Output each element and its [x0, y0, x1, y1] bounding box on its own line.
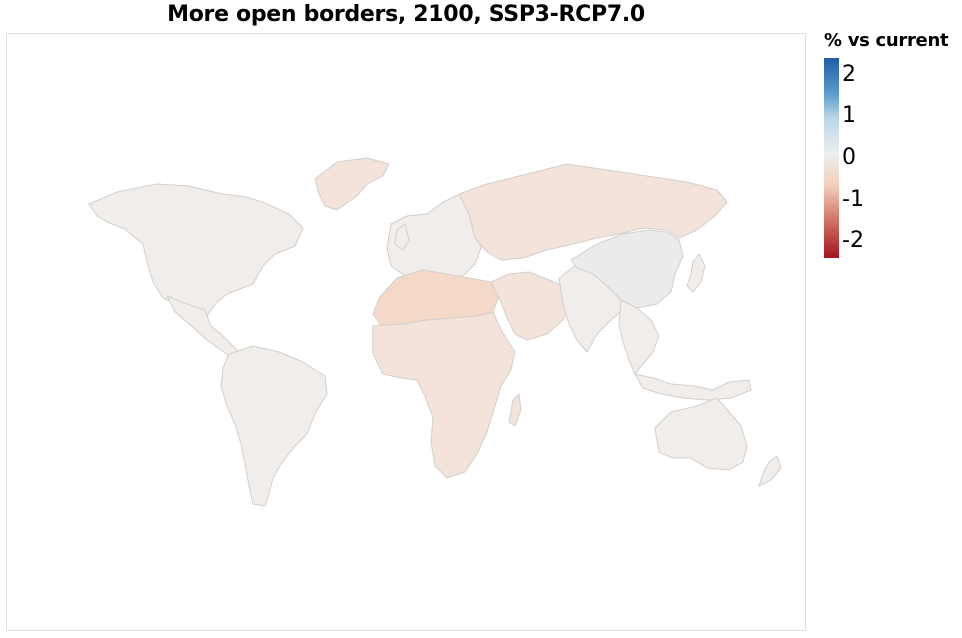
legend-color-bar	[824, 58, 839, 258]
legend-title: % vs current	[824, 30, 949, 51]
region-china[interactable]	[570, 229, 684, 309]
region-europe[interactable]	[386, 193, 482, 289]
region-north-america[interactable]	[88, 183, 304, 317]
region-australia[interactable]	[654, 397, 748, 471]
region-russia[interactable]	[458, 163, 728, 261]
legend-tick-4: -2	[842, 228, 864, 254]
legend-tick-1: 1	[842, 103, 856, 129]
region-greenland[interactable]	[314, 157, 390, 211]
region-southeast-asia[interactable]	[618, 299, 660, 375]
color-legend: % vs current 2 1 0 -1 -2	[824, 30, 962, 270]
region-indonesia[interactable]	[634, 373, 752, 401]
world-map-svg	[88, 157, 782, 507]
region-middle-east[interactable]	[490, 271, 572, 341]
region-madagascar[interactable]	[508, 393, 522, 427]
world-map[interactable]	[6, 33, 806, 631]
region-new-zealand[interactable]	[758, 455, 782, 487]
region-japan[interactable]	[686, 253, 706, 293]
legend-tick-0: 2	[842, 61, 856, 87]
region-south-america[interactable]	[220, 345, 328, 507]
legend-tick-3: -1	[842, 186, 864, 212]
region-sub-saharan-africa[interactable]	[372, 311, 516, 479]
legend-tick-2: 0	[842, 145, 856, 170]
region-uk[interactable]	[394, 223, 410, 251]
map-title: More open borders, 2100, SSP3-RCP7.0	[167, 2, 645, 27]
